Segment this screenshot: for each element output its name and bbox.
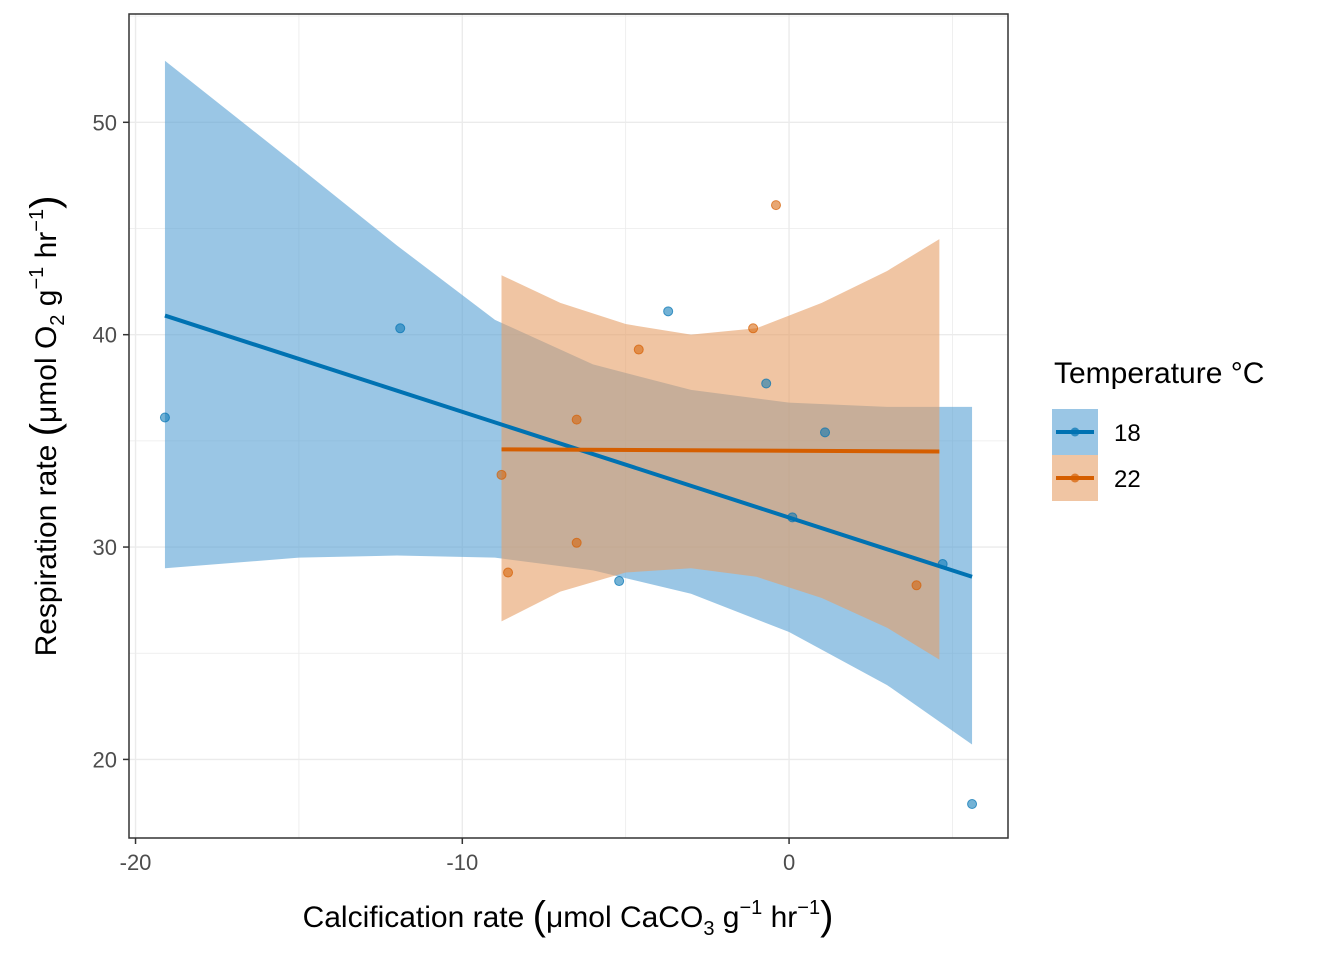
x-axis-title-g: g bbox=[714, 901, 739, 934]
x-tick-label: -20 bbox=[120, 850, 152, 875]
data-point-18 bbox=[159, 412, 170, 423]
data-point-22 bbox=[496, 469, 507, 480]
data-point-22 bbox=[633, 344, 644, 355]
y-axis-open-paren: ( bbox=[23, 422, 67, 436]
fit-line-18 bbox=[164, 313, 973, 579]
data-point-22 bbox=[770, 200, 781, 211]
x-axis-title: Calcification rate (μmol CaCO3 g−1 hr−1) bbox=[303, 894, 834, 940]
x-tick-label: 0 bbox=[783, 850, 795, 875]
y-axis-title-pre: Respiration rate bbox=[30, 436, 63, 656]
legend-label: 22 bbox=[1114, 466, 1141, 493]
y-tick-label: 40 bbox=[93, 323, 117, 348]
x-axis-close-paren: ) bbox=[820, 894, 833, 938]
legend-label: 18 bbox=[1114, 420, 1141, 447]
x-axis-open-paren: ( bbox=[533, 894, 547, 938]
data-point-18 bbox=[614, 576, 625, 587]
y-axis-title-sup1: −1 bbox=[26, 267, 48, 290]
data-point-22 bbox=[571, 414, 582, 425]
data-point-18 bbox=[787, 512, 798, 523]
fit-line-22 bbox=[501, 447, 940, 454]
y-axis-title-hr: hr bbox=[30, 232, 63, 267]
data-point-18 bbox=[937, 559, 948, 570]
data-point-22 bbox=[911, 580, 922, 591]
data-point-18 bbox=[663, 306, 674, 317]
data-point-22 bbox=[503, 567, 514, 578]
legend-title: Temperature °C bbox=[1054, 357, 1264, 390]
y-axis-title-sup2: −1 bbox=[26, 209, 48, 232]
y-tick-label: 50 bbox=[93, 110, 117, 135]
y-axis-title: Respiration rate (μmol O2 g−1 hr−1) bbox=[23, 196, 69, 657]
legend-item-18: 18 bbox=[1052, 409, 1141, 455]
x-axis-title-sub: 3 bbox=[703, 918, 714, 940]
data-point-22 bbox=[748, 323, 759, 334]
x-axis-title-hr: hr bbox=[762, 901, 797, 934]
x-axis-title-unit: μmol CaCO bbox=[546, 901, 703, 934]
data-points bbox=[159, 200, 978, 810]
data-point-18 bbox=[761, 378, 772, 389]
y-axis-title-sub: 2 bbox=[47, 315, 69, 326]
fit-lines bbox=[164, 313, 973, 579]
x-axis-title-pre: Calcification rate bbox=[303, 901, 533, 934]
x-axis-title-sup1: −1 bbox=[739, 897, 762, 919]
legend-key-point bbox=[1070, 473, 1080, 483]
data-point-18 bbox=[967, 799, 978, 810]
data-point-18 bbox=[820, 427, 831, 438]
x-tick-label: -10 bbox=[446, 850, 478, 875]
x-axis-title-sup2: −1 bbox=[797, 897, 820, 919]
data-point-22 bbox=[571, 537, 582, 548]
plot-panel-border bbox=[128, 13, 1009, 839]
x-axis-ticks: -20 -10 0 bbox=[120, 838, 795, 875]
y-axis-ticks: 20 30 40 50 bbox=[93, 110, 129, 772]
y-axis-close-paren: ) bbox=[23, 196, 67, 209]
legend-item-22: 22 bbox=[1052, 455, 1141, 501]
y-axis-title-g: g bbox=[30, 290, 63, 315]
legend-key-point bbox=[1070, 427, 1080, 437]
y-axis-title-unit: μmol O bbox=[30, 326, 63, 423]
data-point-18 bbox=[395, 323, 406, 334]
y-tick-label: 30 bbox=[93, 535, 117, 560]
y-tick-label: 20 bbox=[93, 747, 117, 772]
